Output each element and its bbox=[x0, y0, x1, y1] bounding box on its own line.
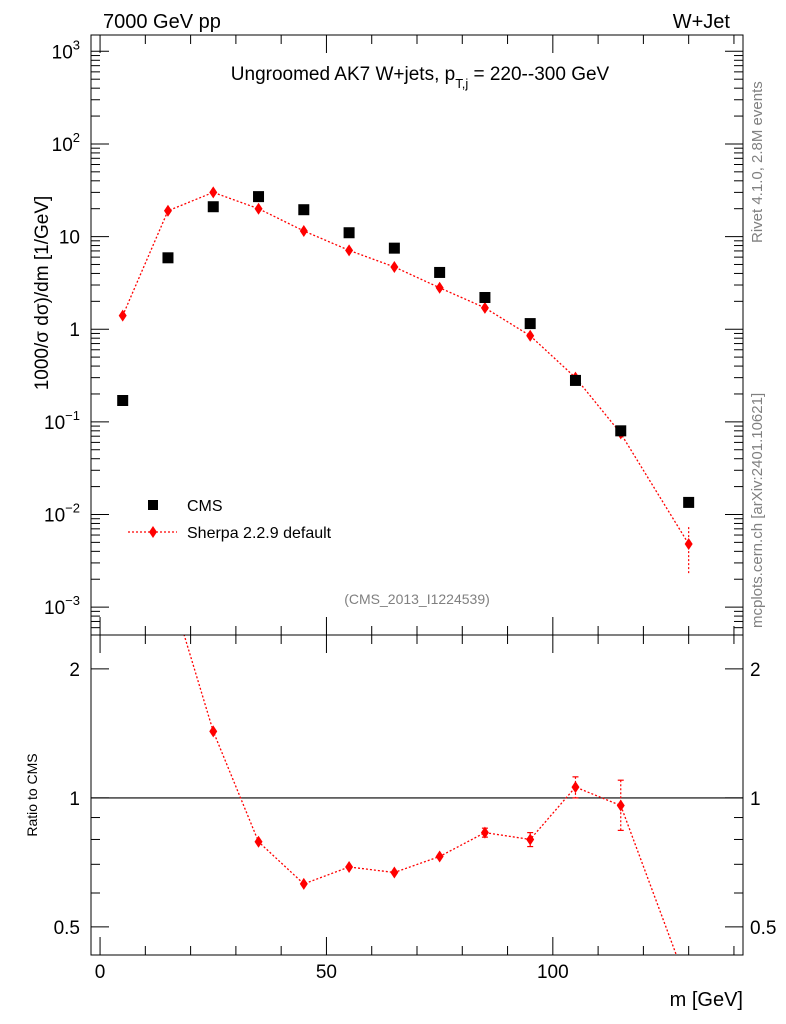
main-frame bbox=[90, 34, 744, 636]
main-ytick-label: 10−3 bbox=[44, 593, 80, 619]
ratio-point bbox=[254, 835, 263, 848]
ratio-ytick-label-left: 0.5 bbox=[54, 918, 80, 939]
sherpa-point bbox=[254, 202, 263, 215]
sherpa-point bbox=[684, 538, 693, 551]
cms-point bbox=[388, 242, 400, 254]
main-ytick-label: 10−2 bbox=[44, 500, 80, 526]
cms-point bbox=[569, 374, 581, 386]
sherpa-point bbox=[480, 301, 489, 314]
main-ytick-label: 102 bbox=[52, 130, 80, 156]
cms-point bbox=[343, 227, 355, 239]
ratio-ytick-label-right: 1 bbox=[750, 789, 761, 810]
cms-point bbox=[298, 204, 310, 216]
ratio-data-group bbox=[91, 635, 743, 955]
ratio-point bbox=[480, 826, 489, 839]
cms-point bbox=[479, 291, 491, 303]
main-panel bbox=[117, 186, 695, 574]
ratio-ytick-label-left: 1 bbox=[69, 789, 80, 810]
xtick-label: 50 bbox=[316, 962, 337, 983]
ratio-panel bbox=[91, 635, 743, 955]
legend-sherpa-marker bbox=[149, 526, 157, 538]
main-ytick-label: 10 bbox=[59, 228, 80, 249]
ratio-frame bbox=[90, 634, 744, 956]
cms-point bbox=[117, 394, 129, 406]
cms-point bbox=[615, 425, 627, 437]
sherpa-point bbox=[345, 244, 354, 257]
chart-title-prefix: Ungroomed AK7 W+jets, p bbox=[231, 64, 455, 85]
cms-point bbox=[524, 318, 536, 330]
ratio-point bbox=[616, 799, 625, 812]
main-ytick-label: 1 bbox=[69, 320, 80, 341]
ratio-ylabel: Ratio to CMS bbox=[24, 753, 40, 836]
ratio-line bbox=[183, 635, 678, 955]
sherpa-point bbox=[390, 260, 399, 273]
analysis-watermark: (CMS_2013_I1224539) bbox=[344, 591, 490, 607]
sherpa-point bbox=[435, 281, 444, 294]
legend-cms-label: CMS bbox=[187, 498, 223, 515]
legend-cms-marker bbox=[148, 500, 158, 510]
main-data-group bbox=[117, 186, 695, 574]
process-label: W+Jet bbox=[673, 11, 731, 33]
legend: CMS Sherpa 2.2.9 default bbox=[128, 498, 332, 542]
sherpa-point bbox=[209, 186, 218, 199]
main-ylabel: 1000/σ dσ)/dm [1/GeV] bbox=[32, 196, 53, 391]
energy-label: 7000 GeV pp bbox=[103, 11, 221, 33]
cms-point bbox=[683, 496, 695, 508]
cms-point bbox=[207, 201, 219, 213]
ratio-point bbox=[299, 877, 308, 890]
cms-point bbox=[162, 252, 174, 264]
ratio-ytick-label-right: 2 bbox=[750, 660, 761, 681]
ratio-point bbox=[435, 850, 444, 863]
ratio-point bbox=[390, 866, 399, 879]
ratio-ytick-label-right: 0.5 bbox=[750, 918, 776, 939]
xtick-label: 100 bbox=[537, 962, 569, 983]
xlabel: m [GeV] bbox=[670, 989, 743, 1011]
chart-title-suffix: = 220--300 GeV bbox=[468, 64, 609, 85]
sherpa-point bbox=[163, 204, 172, 217]
ratio-point bbox=[345, 860, 354, 873]
sherpa-point bbox=[118, 309, 127, 322]
cms-point bbox=[253, 191, 265, 203]
ratio-point bbox=[526, 833, 535, 846]
sherpa-point bbox=[526, 329, 535, 342]
sherpa-point bbox=[299, 224, 308, 237]
chart-title-subscript: T,j bbox=[455, 76, 468, 91]
sherpa-line bbox=[122, 191, 690, 545]
ratio-ytick-label-left: 2 bbox=[69, 660, 80, 681]
chart-title: Ungroomed AK7 W+jets, pT,j = 220--300 Ge… bbox=[231, 64, 610, 91]
cms-point bbox=[434, 266, 446, 278]
main-ytick-label: 103 bbox=[52, 37, 80, 63]
main-ytick-label: 10−1 bbox=[44, 408, 80, 434]
mcplots-label: mcplots.cern.ch [arXiv:2401.10621] bbox=[749, 393, 766, 628]
rivet-version-label: Rivet 4.1.0, 2.8M events bbox=[749, 81, 766, 243]
ratio-point bbox=[209, 725, 218, 738]
ratio-point bbox=[571, 781, 580, 794]
xtick-label: 0 bbox=[95, 962, 106, 983]
legend-sherpa-label: Sherpa 2.2.9 default bbox=[187, 525, 332, 542]
